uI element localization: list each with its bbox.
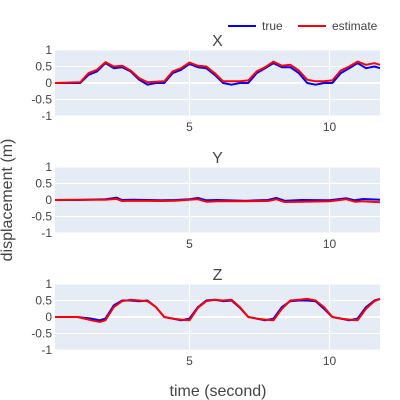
x-tick-label: 10 — [323, 354, 337, 368]
y-tick-label: 0.5 — [35, 294, 52, 308]
y-tick-label: 1 — [45, 43, 52, 57]
x-tick-label: 10 — [323, 120, 337, 134]
panel-title-y: Y — [212, 150, 223, 167]
y-tick-label: -1 — [41, 109, 52, 123]
y-tick-label: 0.5 — [35, 60, 52, 74]
x-tick-label: 5 — [186, 237, 193, 251]
y-tick-label: 0.5 — [35, 177, 52, 191]
y-tick-label: -0.5 — [31, 327, 52, 341]
panel-title-z: Z — [213, 267, 223, 284]
panel-title-x: X — [212, 33, 223, 50]
y-tick-label: -1 — [41, 226, 52, 240]
x-tick-label: 5 — [186, 354, 193, 368]
y-tick-label: -0.5 — [31, 210, 52, 224]
y-tick-label: 0 — [45, 193, 52, 207]
y-tick-label: 0 — [45, 76, 52, 90]
x-axis-label: time (second) — [170, 383, 267, 400]
series-line-estimate-y — [54, 198, 381, 204]
y-axis-label: displacement (m) — [0, 139, 16, 262]
y-tick-label: -1 — [41, 343, 52, 357]
series-line-true-x — [55, 62, 381, 86]
y-tick-label: -0.5 — [31, 93, 52, 107]
series-line-estimate-z — [55, 297, 381, 323]
x-tick-label: 5 — [186, 120, 193, 134]
y-tick-label: 1 — [45, 277, 52, 291]
legend-label-estimate: estimate — [332, 19, 378, 33]
x-tick-label: 10 — [323, 237, 337, 251]
legend-label-true: true — [262, 19, 283, 33]
series-line-estimate-x — [54, 60, 381, 84]
y-tick-label: 0 — [45, 310, 52, 324]
y-tick-label: 1 — [45, 160, 52, 174]
